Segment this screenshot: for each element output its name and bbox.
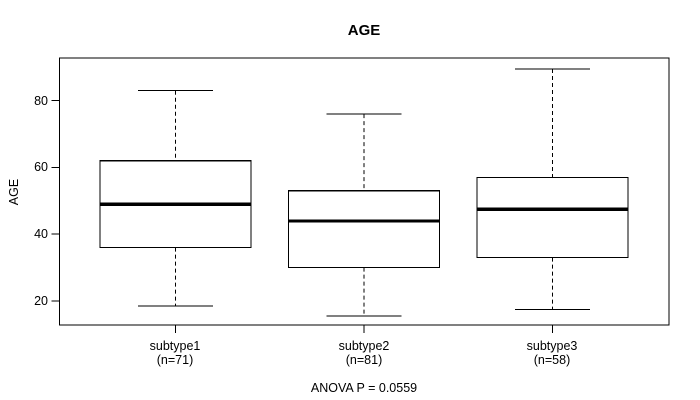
y-tick-label-60: 60 [34,160,48,174]
chart-title: AGE [347,22,381,39]
box-iqr [287,190,441,269]
category-n: (n=71) [156,352,194,367]
category-name: subtype2 [338,339,390,353]
y-tick-label-20: 20 [34,294,48,308]
x-category-label-subtype3: subtype3 (n=58) [477,339,627,367]
category-name: subtype3 [526,339,578,353]
category-name: subtype1 [149,339,201,353]
x-category-label-subtype1: subtype1 (n=71) [100,339,250,367]
y-tick-label-80: 80 [34,94,48,108]
box-iqr [476,176,629,259]
category-n: (n=58) [533,352,571,367]
y-tick-label-40: 40 [34,227,48,241]
anova-p-value: ANOVA P = 0.0559 [310,381,418,395]
x-category-label-subtype2: subtype2 (n=81) [289,339,439,367]
category-n: (n=81) [345,352,383,367]
